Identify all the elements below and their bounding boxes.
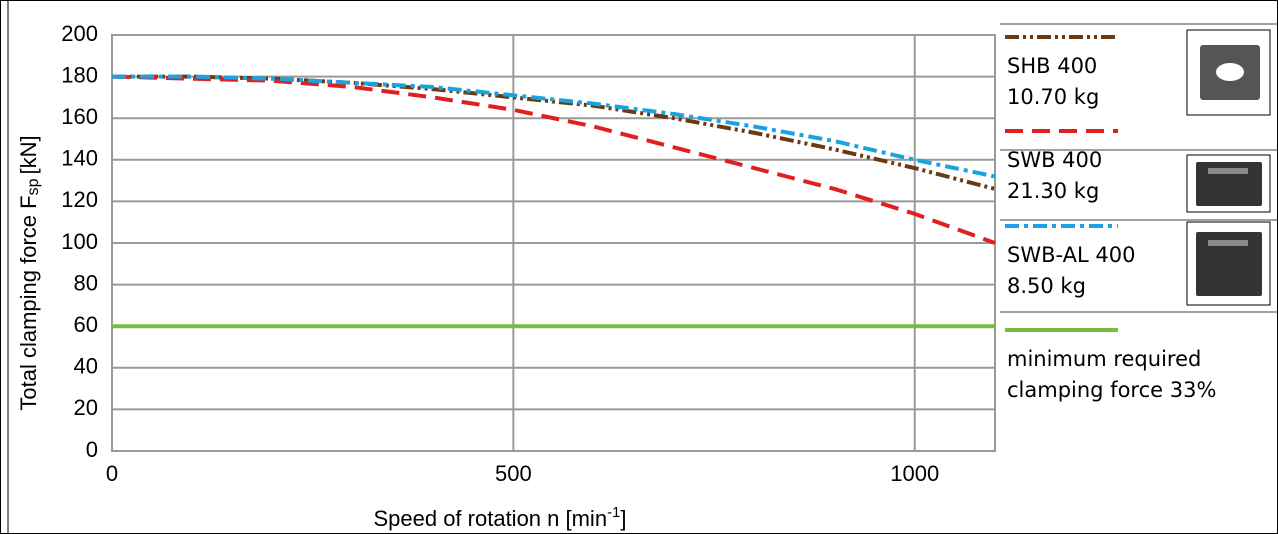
legend-label: SHB 400	[1007, 54, 1097, 78]
legend-label: SWB-AL 400	[1007, 243, 1135, 267]
y-label-unit: [kN]	[16, 135, 41, 174]
legend-sublabel: clamping force 33%	[1007, 378, 1216, 402]
x-label-sup: -1	[607, 504, 620, 521]
x-label-text: Speed of rotation n [min	[373, 506, 607, 531]
y-tick-label: 100	[61, 229, 98, 254]
series-line	[111, 74, 996, 245]
y-tick-label: 0	[86, 437, 98, 462]
product-images	[1186, 29, 1271, 306]
y-tick-label: 200	[61, 21, 98, 46]
x-axis-label: Speed of rotation n [min-1]	[373, 504, 626, 531]
y-tick-label: 180	[61, 62, 98, 87]
y-tick-label: 20	[74, 395, 98, 420]
legend-sublabel: 8.50 kg	[1007, 274, 1086, 298]
y-axis-label: Total clamping force Fsp [kN]	[16, 135, 42, 410]
y-label-sub: sp	[25, 178, 42, 195]
legend-label: minimum required	[1007, 347, 1201, 371]
x-label-end: ]	[620, 506, 626, 531]
y-tick-label: 160	[61, 104, 98, 129]
legend-label: SWB 400	[1007, 148, 1102, 172]
y-tick-label: 120	[61, 187, 98, 212]
x-tick-label: 500	[495, 461, 532, 486]
y-tick-label: 80	[74, 270, 98, 295]
y-label-text: Total clamping force F	[16, 195, 41, 410]
series-line	[112, 74, 996, 179]
x-tick-label: 1000	[890, 461, 939, 486]
y-tick-label: 60	[74, 312, 98, 337]
legend-sublabel: 10.70 kg	[1007, 85, 1099, 109]
y-tick-label: 140	[61, 146, 98, 171]
legend-separators	[1000, 23, 1278, 313]
x-tick-label: 0	[106, 461, 118, 486]
legend-sublabel: 21.30 kg	[1007, 179, 1099, 203]
y-tick-label: 40	[74, 354, 98, 379]
